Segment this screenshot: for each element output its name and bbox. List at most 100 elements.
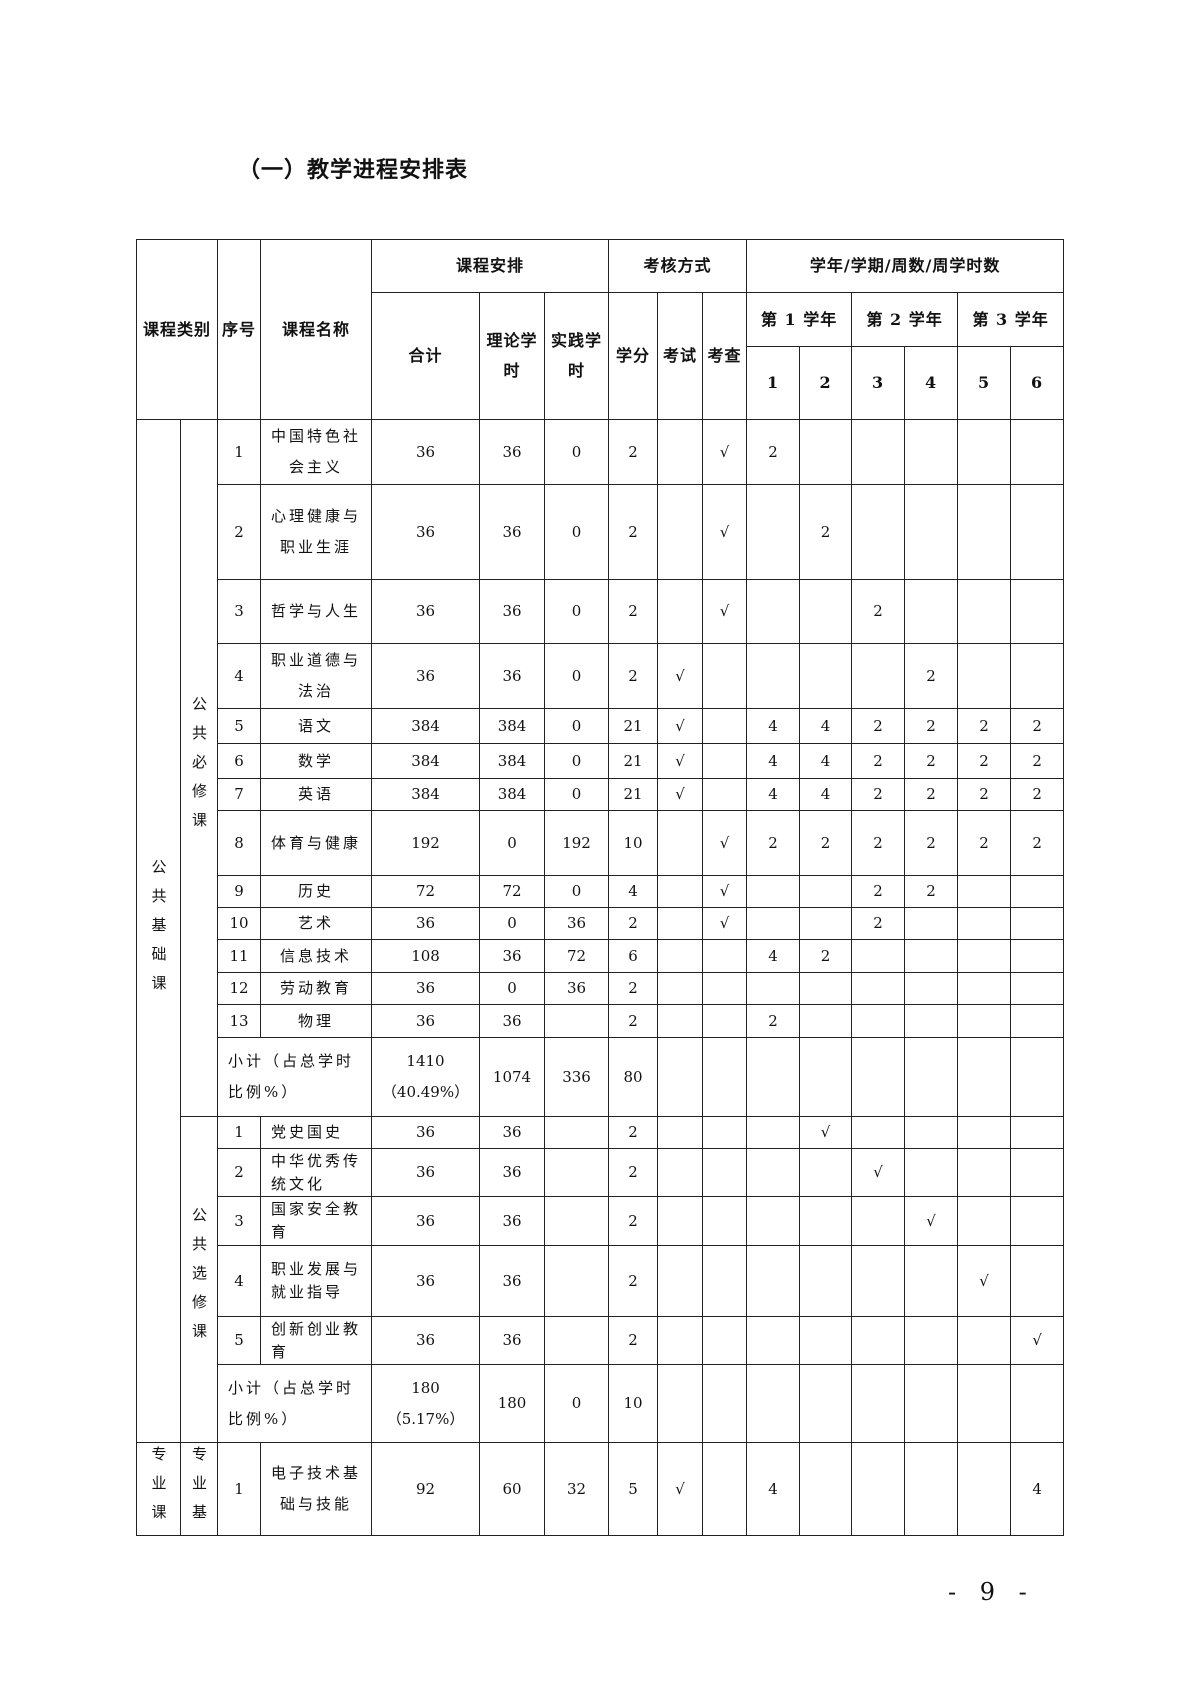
header-semester-6: 6 <box>1010 346 1065 420</box>
semester-5-hours <box>957 579 1012 644</box>
course-name: 国家安全教育 <box>260 1196 373 1246</box>
group-public-elective-label: 公共选修课 <box>190 1207 208 1352</box>
page-number: - 9 - <box>948 1578 1035 1606</box>
course-exam <box>657 419 704 485</box>
subtotal-theory: 180 <box>479 1364 546 1443</box>
course-total: 36 <box>371 643 481 709</box>
course-theory: 36 <box>479 939 546 973</box>
course-credit: 2 <box>608 972 659 1005</box>
semester-6-hours <box>1010 1196 1065 1246</box>
header-seq: 序号 <box>217 239 262 420</box>
semester-5-hours <box>957 875 1012 908</box>
semester-1-hours <box>746 875 801 908</box>
empty-cell <box>657 1037 704 1117</box>
course-name: 电子技术基础与技能 <box>260 1442 373 1536</box>
course-exam: √ <box>657 708 704 744</box>
teaching-schedule-table: 课程类别 序号 课程名称 课程安排 考核方式 学年/学期/周数/周学时数 合计 … <box>135 239 1065 1536</box>
course-practice: 0 <box>544 778 610 811</box>
course-total: 36 <box>371 1004 481 1038</box>
subtotal-practice: 336 <box>544 1037 610 1117</box>
empty-cell <box>657 1364 704 1443</box>
semester-2-hours <box>799 907 853 940</box>
course-name: 职业发展与就业指导 <box>260 1245 373 1317</box>
semester-2-hours <box>799 419 853 485</box>
course-practice: 0 <box>544 419 610 485</box>
course-total: 36 <box>371 1148 481 1197</box>
course-name: 语文 <box>260 708 373 744</box>
subtotal-ratio: （40.49%） <box>381 1083 470 1101</box>
semester-4-hours: 2 <box>904 875 959 908</box>
course-practice: 0 <box>544 484 610 580</box>
course-exam: √ <box>657 1442 704 1536</box>
course-theory: 36 <box>479 484 546 580</box>
subtotal-theory: 1074 <box>479 1037 546 1117</box>
semester-1-hours <box>746 1148 801 1197</box>
course-name: 英语 <box>260 778 373 811</box>
course-seq: 2 <box>217 484 262 580</box>
course-seq: 4 <box>217 1245 262 1317</box>
course-practice: 36 <box>544 972 610 1005</box>
empty-cell <box>1010 1037 1065 1117</box>
semester-6-hours <box>1010 1004 1065 1038</box>
semester-5-hours <box>957 972 1012 1005</box>
course-exam: √ <box>657 778 704 811</box>
course-credit: 2 <box>608 484 659 580</box>
semester-6-hours: 4 <box>1010 1442 1065 1536</box>
semester-4-hours <box>904 972 959 1005</box>
table-row: 13 物理 36 36 2 2 <box>137 1004 1065 1038</box>
course-seq: 5 <box>217 1316 262 1365</box>
table-row: 9 历史 72 72 0 4 √ 2 2 <box>137 875 1065 908</box>
semester-3-hours <box>851 419 906 485</box>
course-seq: 4 <box>217 643 262 709</box>
course-practice: 36 <box>544 907 610 940</box>
semester-3-hours <box>851 939 906 973</box>
semester-5-hours: 2 <box>957 778 1012 811</box>
semester-3-hours <box>851 643 906 709</box>
semester-3-hours <box>851 1442 906 1536</box>
semester-2-hours: 2 <box>799 810 853 876</box>
group-public-required-label: 公共必修课 <box>190 695 208 841</box>
semester-1-hours <box>746 1116 801 1149</box>
course-check <box>702 643 748 709</box>
course-check <box>702 1116 748 1149</box>
semester-4-hours: 2 <box>904 810 959 876</box>
course-practice: 0 <box>544 643 610 709</box>
header-exam: 考试 <box>657 292 704 420</box>
empty-cell <box>904 1037 959 1117</box>
semester-6-hours <box>1010 875 1065 908</box>
semester-6-hours <box>1010 1116 1065 1149</box>
semester-2-hours <box>799 1442 853 1536</box>
empty-cell <box>746 1037 801 1117</box>
course-total: 36 <box>371 1316 481 1365</box>
course-check <box>702 743 748 779</box>
course-practice <box>544 1004 610 1038</box>
semester-5-hours <box>957 1116 1012 1149</box>
semester-3-hours: √ <box>851 1148 906 1197</box>
course-practice <box>544 1116 610 1149</box>
semester-1-hours: 2 <box>746 1004 801 1038</box>
semester-3-hours <box>851 484 906 580</box>
course-exam <box>657 907 704 940</box>
empty-cell <box>851 1037 906 1117</box>
subtotal-total: 180 （5.17%） <box>371 1364 481 1443</box>
semester-1-hours <box>746 1245 801 1317</box>
semester-6-hours: 2 <box>1010 810 1065 876</box>
semester-4-hours <box>904 579 959 644</box>
course-check: √ <box>702 579 748 644</box>
semester-4-hours: 2 <box>904 708 959 744</box>
course-credit: 2 <box>608 1004 659 1038</box>
group-professional-basic-label: 专业基 <box>190 1445 208 1533</box>
subtotal-total-hours: 1410 <box>406 1052 445 1070</box>
semester-1-hours: 4 <box>746 743 801 779</box>
semester-6-hours <box>1010 579 1065 644</box>
course-total: 108 <box>371 939 481 973</box>
semester-5-hours <box>957 419 1012 485</box>
course-theory: 36 <box>479 1148 546 1197</box>
semester-2-hours <box>799 1245 853 1317</box>
semester-2-hours: 4 <box>799 743 853 779</box>
semester-5-hours <box>957 643 1012 709</box>
course-name: 信息技术 <box>260 939 373 973</box>
course-seq: 8 <box>217 810 262 876</box>
course-total: 36 <box>371 579 481 644</box>
course-credit: 2 <box>608 1316 659 1365</box>
